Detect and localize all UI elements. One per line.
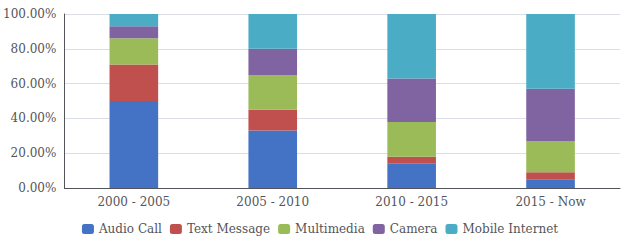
- svg-text:Mobile Internet: Mobile Internet: [462, 222, 558, 236]
- svg-text:2005 - 2010: 2005 - 2010: [236, 195, 309, 209]
- svg-text:100.00%: 100.00%: [3, 7, 56, 21]
- svg-text:Audio Call: Audio Call: [98, 222, 162, 236]
- svg-text:2000 - 2005: 2000 - 2005: [97, 195, 170, 209]
- svg-text:Multimedia: Multimedia: [295, 222, 365, 236]
- svg-text:Text Message: Text Message: [187, 222, 270, 236]
- svg-text:60.00%: 60.00%: [11, 77, 57, 91]
- svg-text:80.00%: 80.00%: [11, 42, 57, 56]
- svg-text:2010 - 2015: 2010 - 2015: [375, 195, 448, 209]
- svg-text:40.00%: 40.00%: [11, 111, 57, 125]
- svg-text:20.00%: 20.00%: [11, 146, 57, 160]
- svg-text:2015 - Now: 2015 - Now: [515, 195, 586, 209]
- svg-text:0.00%: 0.00%: [18, 181, 56, 195]
- svg-text:Camera: Camera: [390, 222, 438, 236]
